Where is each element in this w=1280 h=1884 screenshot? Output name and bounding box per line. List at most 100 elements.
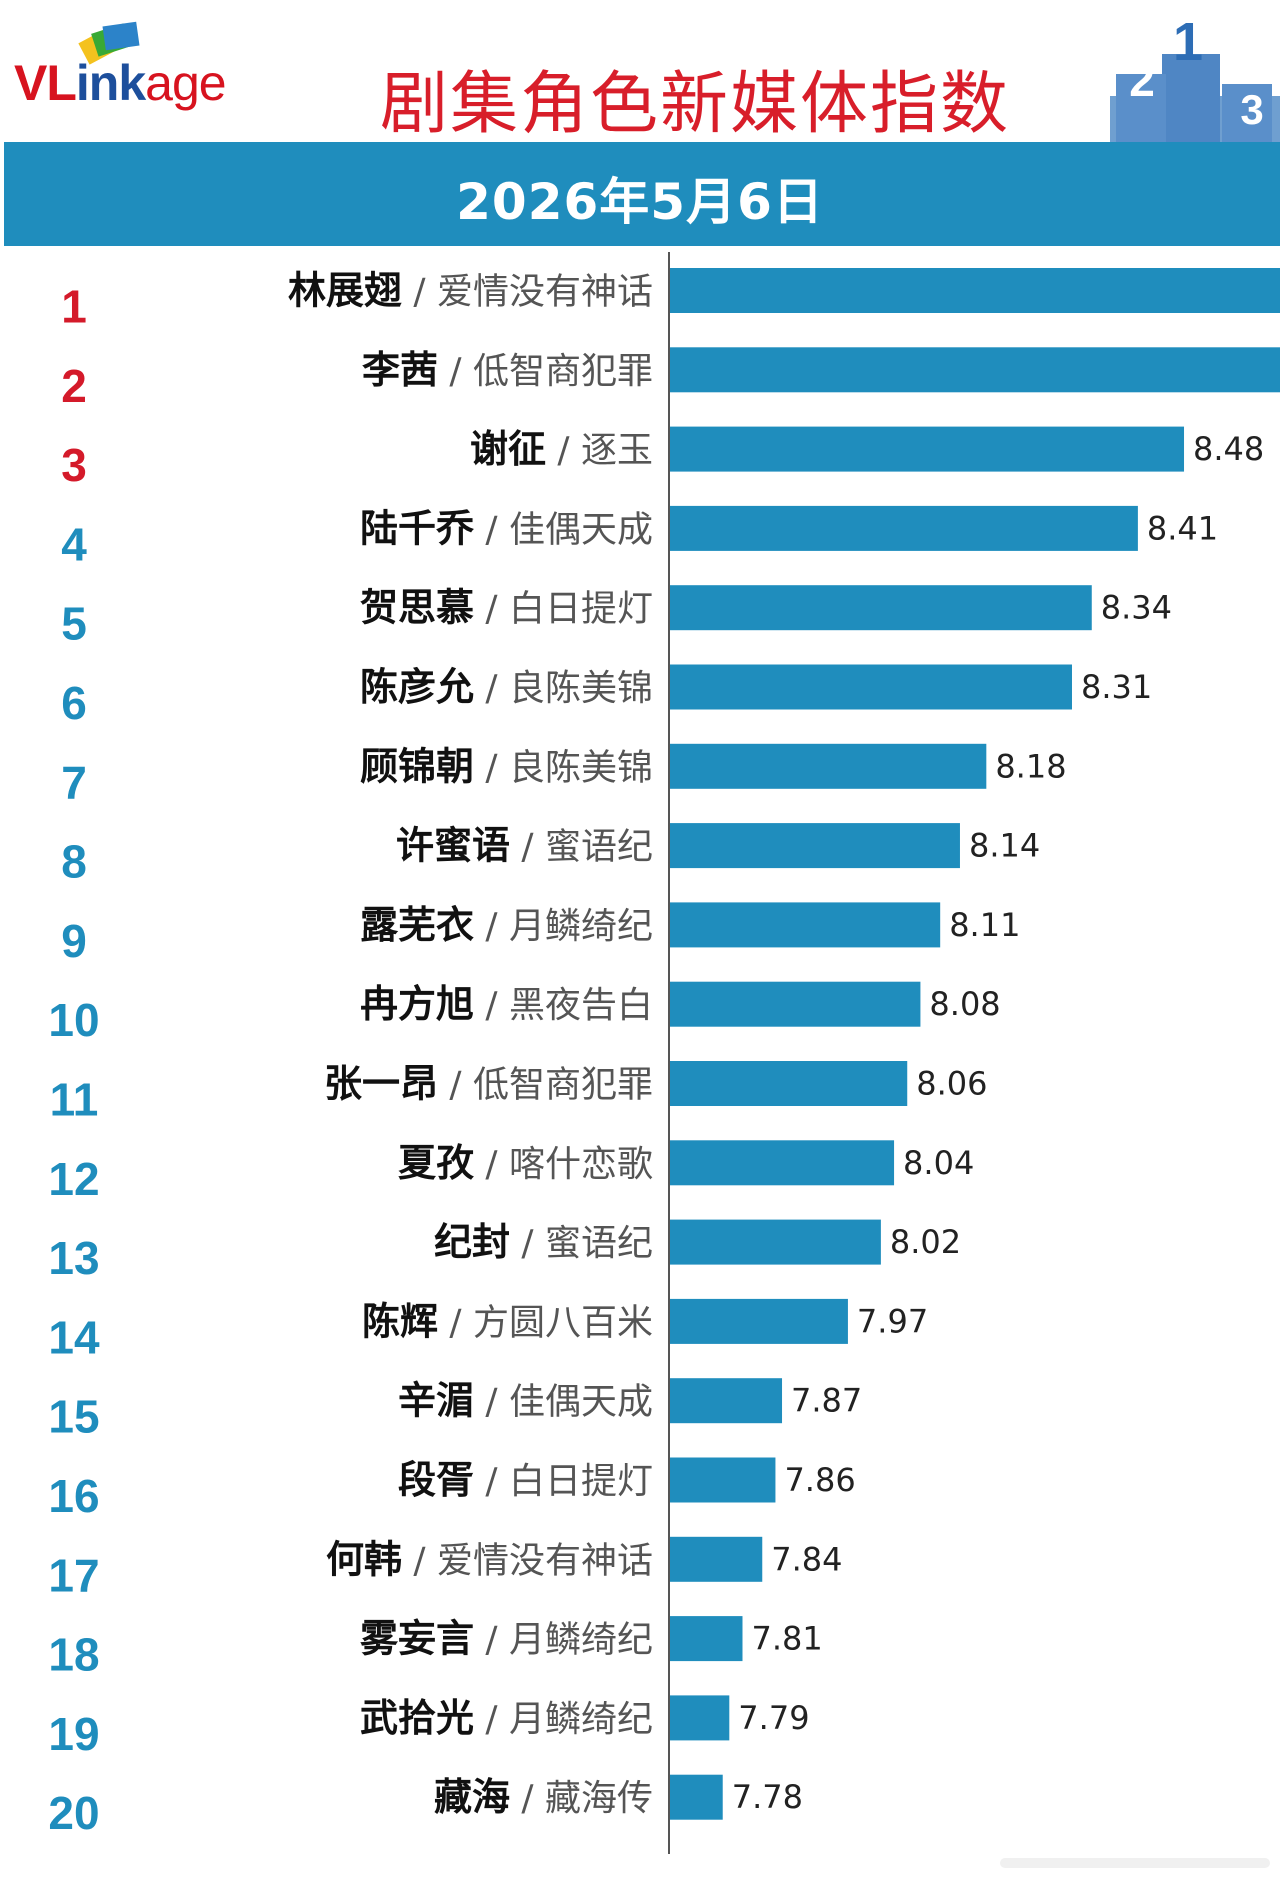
character-name: 陆千乔 <box>360 506 474 550</box>
character-name: 武拾光 <box>360 1696 474 1740</box>
category-label: 武拾光 / 月鳞绮纪 <box>360 1696 653 1740</box>
svg-text:1: 1 <box>1173 14 1203 72</box>
bar <box>670 1378 783 1424</box>
show-name: / 月鳞绮纪 <box>474 1699 653 1740</box>
rank-number: 14 <box>48 1311 100 1363</box>
svg-text:2: 2 <box>1129 54 1155 106</box>
show-name: / 月鳞绮纪 <box>474 906 653 947</box>
date-label: 2026年5月6日 <box>456 173 824 231</box>
data-label: 8.11 <box>949 906 1020 944</box>
character-name: 许蜜语 <box>396 824 510 868</box>
bar <box>670 1219 881 1265</box>
show-name: / 佳偶天成 <box>474 1382 653 1423</box>
rank-number: 9 <box>61 915 87 967</box>
character-name: 纪封 <box>434 1220 510 1264</box>
show-name: / 白日提灯 <box>474 589 653 630</box>
bar <box>670 1774 723 1820</box>
vlinkage-logo: VLinkage <box>14 55 227 111</box>
rank-number: 16 <box>48 1470 99 1522</box>
show-name: / 喀什恋歌 <box>474 1144 653 1185</box>
character-name: 露芜衣 <box>360 903 474 947</box>
rank-number: 7 <box>61 756 87 808</box>
character-name: 谢征 <box>470 427 546 471</box>
rank-number: 12 <box>48 1153 99 1205</box>
podium-icon: 1 2 3 <box>1110 14 1280 142</box>
rank-number: 8 <box>61 836 87 888</box>
bar <box>670 585 1092 631</box>
character-name: 冉方旭 <box>360 982 474 1026</box>
category-label: 陆千乔 / 佳偶天成 <box>360 506 653 550</box>
show-name: / 爱情没有神话 <box>402 1540 653 1581</box>
character-name: 张一昂 <box>324 1062 438 1106</box>
character-name: 陈彦允 <box>360 665 474 709</box>
data-label: 7.84 <box>771 1540 842 1578</box>
bar <box>670 981 921 1027</box>
data-label: 8.48 <box>1193 430 1264 468</box>
show-name: / 白日提灯 <box>474 1461 653 1502</box>
data-label: 8.14 <box>969 827 1040 865</box>
show-name: / 爱情没有神话 <box>402 272 653 313</box>
rank-number: 10 <box>48 994 99 1046</box>
character-name: 林展翅 <box>288 269 402 313</box>
category-label: 冉方旭 / 黑夜告白 <box>360 982 653 1026</box>
bar <box>670 1140 895 1186</box>
category-label: 顾锦朝 / 良陈美锦 <box>360 744 653 788</box>
bar <box>670 902 941 948</box>
data-label: 8.02 <box>890 1223 961 1261</box>
bar <box>670 1536 763 1582</box>
character-name: 李茜 <box>362 348 438 392</box>
show-name: / 良陈美锦 <box>474 747 653 788</box>
header: VLinkage 剧集角色新媒体指数 1 2 3 <box>0 0 1280 144</box>
category-label: 段胥 / 白日提灯 <box>398 1458 653 1502</box>
data-label: 7.79 <box>738 1699 809 1737</box>
bar <box>670 1061 908 1106</box>
show-name: / 方圆八百米 <box>438 1302 653 1343</box>
rank-number: 20 <box>48 1787 99 1839</box>
data-label: 7.78 <box>732 1778 803 1816</box>
rank-number: 6 <box>61 677 87 729</box>
bar <box>670 1616 743 1662</box>
category-label: 辛湄 / 佳偶天成 <box>398 1379 653 1423</box>
rank-number: 3 <box>61 439 87 491</box>
rank-number: 2 <box>61 360 87 412</box>
logo-cards-icon <box>78 21 140 65</box>
bar <box>670 505 1138 551</box>
category-label: 雾妄言 / 月鳞绮纪 <box>360 1617 653 1661</box>
data-label: 8.31 <box>1081 668 1152 706</box>
show-name: / 藏海传 <box>510 1778 653 1819</box>
bar <box>670 743 987 789</box>
rank-number: 1 <box>61 281 87 333</box>
bar <box>670 664 1072 710</box>
category-label: 何韩 / 爱情没有神话 <box>326 1537 653 1581</box>
character-name: 藏海 <box>434 1775 510 1819</box>
character-name: 段胥 <box>398 1458 474 1502</box>
character-name: 何韩 <box>326 1537 402 1581</box>
bar <box>670 1695 730 1741</box>
category-label: 夏孜 / 喀什恋歌 <box>398 1141 653 1185</box>
character-name: 顾锦朝 <box>360 744 474 788</box>
show-name: / 低智商犯罪 <box>438 1065 653 1106</box>
page-title: 剧集角色新媒体指数 <box>380 65 1011 144</box>
category-label: 谢征 / 逐玉 <box>470 427 653 471</box>
data-label: 8.04 <box>903 1144 974 1182</box>
category-label: 陈辉 / 方圆八百米 <box>362 1299 653 1343</box>
data-label: 8.41 <box>1147 509 1218 547</box>
bar <box>670 268 1280 313</box>
bar <box>670 1457 776 1503</box>
rank-number: 19 <box>48 1708 99 1760</box>
rank-number: 17 <box>48 1549 99 1601</box>
data-label: 7.97 <box>857 1302 928 1340</box>
category-label: 张一昂 / 低智商犯罪 <box>324 1062 653 1106</box>
character-name: 陈辉 <box>362 1299 438 1343</box>
show-name: / 低智商犯罪 <box>438 351 653 392</box>
category-label: 贺思慕 / 白日提灯 <box>360 586 653 630</box>
category-label: 林展翅 / 爱情没有神话 <box>288 269 653 313</box>
category-label: 李茜 / 低智商犯罪 <box>362 348 653 392</box>
rank-number: 11 <box>50 1074 99 1126</box>
data-label: 8.34 <box>1101 589 1172 627</box>
data-label: 8.18 <box>995 747 1066 785</box>
character-name: 辛湄 <box>398 1379 474 1423</box>
show-name: / 蜜语纪 <box>510 1223 653 1264</box>
data-label: 7.87 <box>791 1382 862 1420</box>
